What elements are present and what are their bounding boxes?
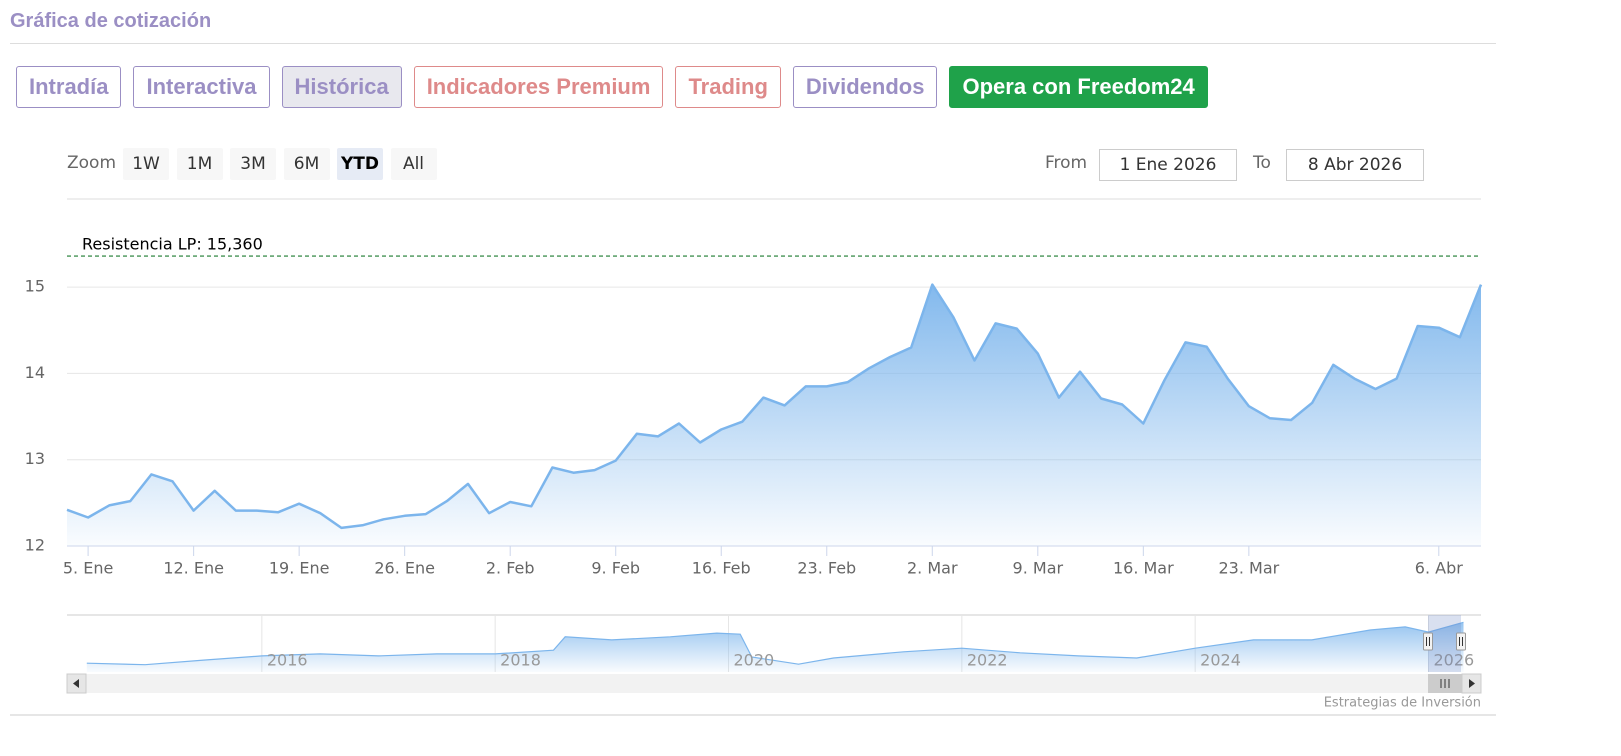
navigator-selection (1428, 615, 1461, 672)
x-tick-label: 23. Feb (797, 559, 856, 578)
x-tick-label: 16. Mar (1113, 559, 1174, 578)
x-tick-label: 12. Ene (163, 559, 224, 578)
zoom-button[interactable]: 3M (230, 148, 276, 180)
x-tick-label: 5. Ene (63, 559, 113, 578)
navigator-tick-label: 2026 (1434, 651, 1475, 670)
zoom-button[interactable]: 1M (176, 148, 223, 180)
x-tick-label: 6. Abr (1415, 559, 1463, 578)
tab-button[interactable]: Histórica (281, 66, 402, 108)
navigator-line (86, 621, 1464, 666)
tab-button[interactable]: Intradía (16, 66, 122, 108)
handle-grip (1426, 637, 1430, 646)
tab-button[interactable]: Interactiva (133, 66, 270, 108)
section-title: Gráfica de cotización (10, 10, 212, 32)
to-label: To (1253, 153, 1271, 173)
navigator-handle (1456, 632, 1466, 651)
zoom-button[interactable]: 1W (123, 148, 169, 180)
handle-grip (1459, 637, 1463, 646)
y-tick-label: 15 (25, 277, 45, 296)
zoom-button[interactable]: YTD (337, 148, 383, 180)
x-tick-label: 9. Feb (591, 559, 640, 578)
grip-icon (1440, 679, 1450, 688)
arrow-icon (73, 679, 79, 688)
tab-button[interactable]: Dividendos (792, 66, 938, 108)
from-label: From (1045, 153, 1088, 173)
navigator-tick-label: 2020 (734, 651, 775, 670)
divider (10, 43, 1496, 44)
x-tick-label: 9. Mar (1013, 559, 1064, 578)
tab-button[interactable]: Indicadores Premium (413, 66, 664, 108)
to-input[interactable]: 8 Abr 2026 (1286, 149, 1424, 181)
x-tick-label: 26. Ene (374, 559, 435, 578)
tab-button[interactable]: Trading (675, 66, 781, 108)
x-tick-label: 2. Mar (907, 559, 958, 578)
scrollbar-track (67, 674, 1481, 693)
resistance-label: Resistencia LP: 15,360 (82, 235, 263, 254)
x-tick-label: 23. Mar (1218, 559, 1279, 578)
navigator-tick-label: 2022 (967, 651, 1008, 670)
x-tick-label: 19. Ene (269, 559, 330, 578)
tab-button[interactable]: Opera con Freedom24 (949, 66, 1208, 108)
price-line (66, 283, 1483, 530)
y-tick-label: 14 (25, 363, 45, 382)
zoom-label: Zoom (67, 153, 117, 173)
x-tick-label: 2. Feb (486, 559, 535, 578)
area-fill (67, 284, 1481, 546)
credit: Estrategias de Inversión (1324, 696, 1481, 711)
x-tick-label: 16. Feb (692, 559, 751, 578)
arrow-icon (1469, 679, 1475, 688)
navigator-tick-label: 2018 (500, 651, 541, 670)
navigator-area (86, 622, 1464, 672)
y-tick-label: 13 (25, 449, 45, 468)
from-input[interactable]: 1 Ene 2026 (1099, 149, 1237, 181)
tab-bar: Intradía Interactiva Histórica Indicadores … (16, 66, 1208, 108)
navigator-tick-label: 2024 (1200, 651, 1241, 670)
zoom-button[interactable]: All (390, 148, 437, 180)
zoom-button[interactable]: 6M (283, 148, 330, 180)
navigator-handle (1423, 632, 1433, 651)
navigator-tick-label: 2016 (267, 651, 308, 670)
y-tick-label: 12 (25, 536, 45, 555)
